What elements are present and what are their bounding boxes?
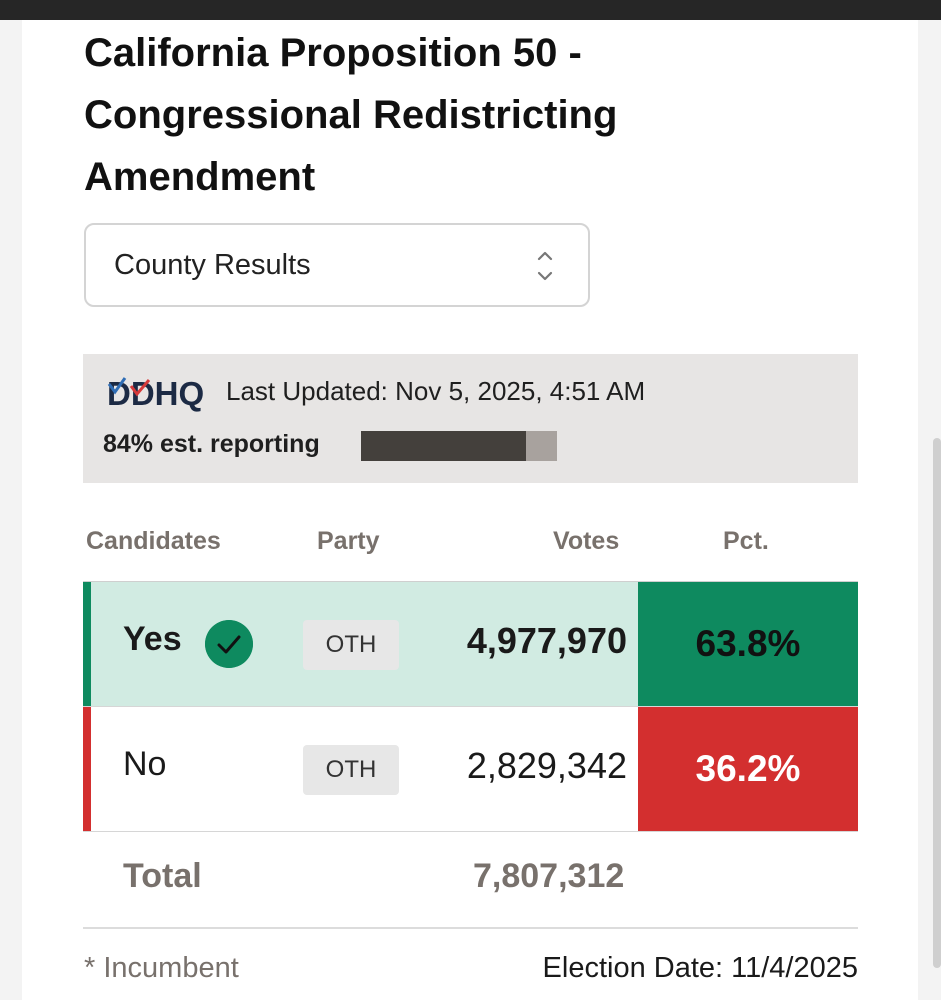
result-row-yes: Yes OTH 4,977,970 63.8% [83, 581, 858, 706]
vote-percentage: 63.8% [638, 582, 858, 706]
results-view-selected: County Results [114, 249, 311, 281]
result-row-no: No OTH 2,829,342 36.2% [83, 706, 858, 832]
election-date: Election Date: 11/4/2025 [542, 952, 858, 984]
total-label: Total [123, 857, 202, 895]
reporting-progress-bar [361, 431, 557, 461]
vote-percentage: 36.2% [638, 707, 858, 831]
vote-count: 2,829,342 [466, 745, 627, 786]
party-badge: OTH [303, 745, 399, 795]
vote-count: 4,977,970 [466, 620, 627, 661]
source-info-box: DDHQ Last Updated: Nov 5, 2025, 4:51 AM … [83, 354, 858, 483]
check-circle-icon [205, 620, 253, 668]
results-view-select[interactable]: County Results [84, 223, 590, 307]
row-accent-stripe [83, 707, 91, 831]
candidate-name: No [123, 745, 167, 783]
party-badge: OTH [303, 620, 399, 670]
row-accent-stripe [83, 582, 91, 706]
scrollbar-thumb[interactable] [933, 438, 941, 968]
reporting-progress-fill [361, 431, 526, 461]
top-status-bar [0, 0, 941, 20]
ddhq-logo: DDHQ [107, 375, 204, 412]
page-title: California Proposition 50 - Congressiona… [84, 31, 618, 199]
footer-divider [83, 927, 858, 929]
header-party: Party [317, 527, 380, 555]
header-pct: Pct. [723, 527, 769, 555]
incumbent-note: * Incumbent [84, 952, 239, 984]
candidate-name: Yes [123, 620, 182, 658]
total-votes: 7,807,312 [473, 857, 625, 895]
chevron-up-down-icon [537, 251, 553, 281]
header-votes: Votes [553, 527, 620, 555]
results-card [22, 20, 918, 1000]
header-candidates: Candidates [86, 527, 221, 555]
reporting-label: 84% est. reporting [103, 430, 320, 458]
last-updated: Last Updated: Nov 5, 2025, 4:51 AM [226, 376, 646, 406]
